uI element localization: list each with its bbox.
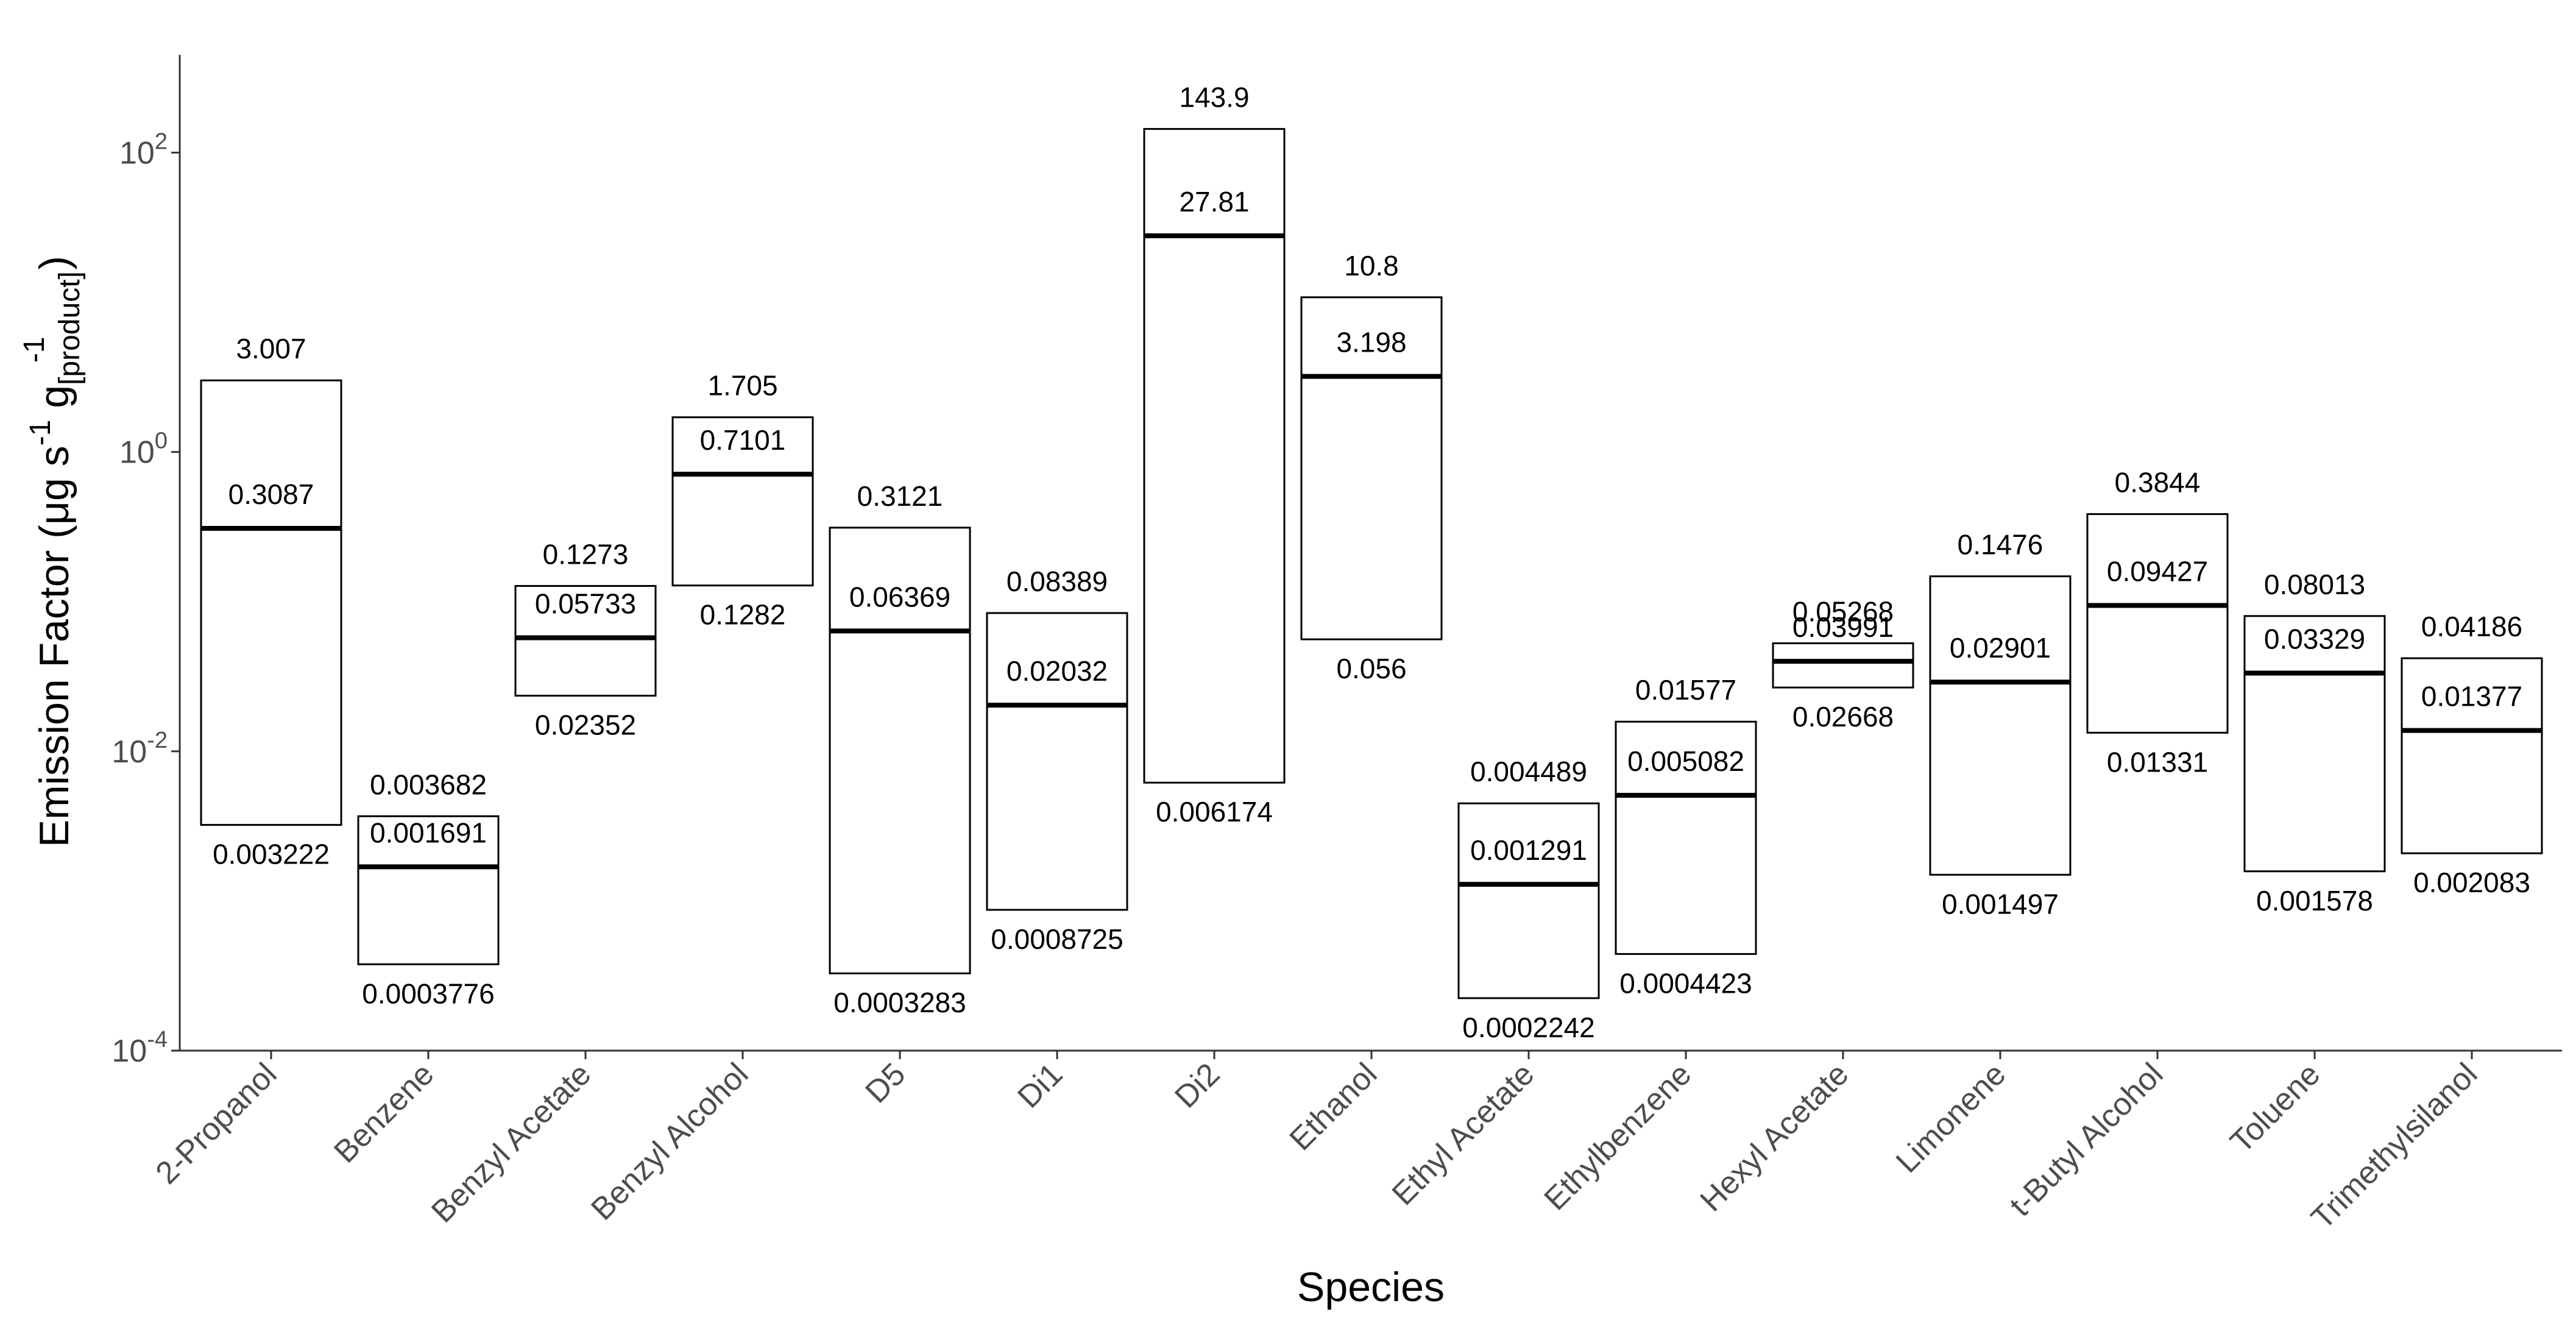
range-box-di1[interactable] [986,612,1128,911]
median-label-trimethylsilanol: 0.01377 [2421,681,2522,712]
median-label-benzyl-acetate: 0.05733 [535,588,636,620]
max-label-toluene: 0.08013 [2264,569,2365,600]
x-tick-label-trimethylsilanol: Trimethylsilanol [2304,1056,2484,1236]
y-title-unit2: g [31,385,77,420]
max-label-benzyl-alcohol: 1.705 [707,370,777,402]
min-label-ethyl-acetate: 0.0002242 [1462,1012,1594,1043]
y-tick-exponent: -2 [147,728,168,753]
min-label-2-propanol: 0.003222 [213,839,330,870]
y-title-mu: μ [31,501,77,525]
x-tick-label-2-propanol: 2-Propanol [149,1056,284,1191]
range-box-benzyl-acetate[interactable] [514,584,657,697]
range-box-t-butyl-alcohol[interactable] [2086,513,2229,734]
y-tick-label: 10-4 [111,1027,168,1069]
range-box-di2[interactable] [1143,128,1286,784]
max-label-ethyl-acetate: 0.004489 [1470,756,1587,787]
median-label-ethylbenzene: 0.005082 [1627,745,1744,777]
median-label-2-propanol: 0.3087 [228,478,314,510]
max-label-ethylbenzene: 0.01577 [1635,674,1736,706]
range-box-toluene[interactable] [2243,615,2386,873]
y-tick-exponent: 2 [155,129,168,154]
x-tick-label-toluene: Toluene [2224,1056,2327,1160]
min-label-d5: 0.0003283 [833,987,966,1018]
y-title-exp2: -1 [18,336,51,363]
x-tick-label-di1: Di1 [1011,1056,1069,1115]
median-label-benzene: 0.001691 [370,817,487,848]
max-label-benzyl-acetate: 0.1273 [543,538,629,570]
x-tick-label-t-butyl-alcohol: t-Butyl Alcohol [2003,1056,2170,1223]
y-tick-label: 100 [119,428,168,470]
range-box-ethylbenzene[interactable] [1615,720,1757,955]
max-label-d5: 0.3121 [857,480,943,512]
min-label-trimethylsilanol: 0.002083 [2413,867,2530,898]
x-tick-label-ethyl-acetate: Ethyl Acetate [1385,1056,1541,1212]
max-label-di1: 0.08389 [1007,566,1108,597]
x-tick-label-ethylbenzene: Ethylbenzene [1538,1056,1699,1217]
median-label-hexyl-acetate: 0.03991 [1792,611,1894,643]
y-tick-base: 10 [119,135,155,171]
max-label-limonene: 0.1476 [1958,529,2043,561]
min-label-t-butyl-alcohol: 0.01331 [2107,746,2208,778]
max-label-trimethylsilanol: 0.04186 [2421,611,2522,642]
range-box-hexyl-acetate[interactable] [1772,642,1914,689]
x-tick-label-di2: Di2 [1168,1056,1226,1115]
median-label-di1: 0.02032 [1007,655,1108,687]
y-title-exp1: -1 [24,420,57,446]
max-label-hexyl-acetate: 0.05268 [1792,596,1894,628]
range-box-trimethylsilanol[interactable] [2401,657,2543,854]
x-tick-label-d5: D5 [858,1056,912,1110]
range-box-d5[interactable] [829,527,971,974]
y-tick-base: 10 [119,435,155,470]
median-label-t-butyl-alcohol: 0.09427 [2107,556,2208,587]
range-box-benzyl-alcohol[interactable] [671,416,814,587]
min-label-hexyl-acetate: 0.02668 [1792,701,1894,733]
max-label-ethanol: 10.8 [1344,250,1399,282]
min-label-toluene: 0.001578 [2256,885,2373,917]
range-box-limonene[interactable] [1929,575,2072,876]
x-tick-label-benzene: Benzene [327,1056,441,1169]
y-tick-base: 10 [111,1034,147,1069]
y-axis-title: Emission Factor (μg s-1 g[product]-1) [18,256,86,847]
y-tick-label: 10-2 [111,728,168,770]
y-tick-exponent: 0 [155,428,168,454]
range-box-ethyl-acetate[interactable] [1457,802,1600,999]
min-label-di2: 0.006174 [1156,796,1273,828]
median-label-benzyl-alcohol: 0.7101 [700,424,786,456]
y-title-close: ) [31,256,77,270]
max-label-di2: 143.9 [1179,82,1249,113]
min-label-benzyl-acetate: 0.02352 [535,709,636,741]
median-label-ethanol: 3.198 [1336,327,1406,358]
x-axis-title: Species [1297,1264,1445,1310]
max-label-benzene: 0.003682 [370,768,487,800]
min-label-benzyl-alcohol: 0.1282 [700,599,786,631]
y-title-subscript: [product] [54,271,86,385]
x-tick-label-benzyl-acetate: Benzyl Acetate [425,1056,598,1229]
median-label-di2: 27.81 [1179,186,1249,218]
y-tick-label: 102 [119,129,168,171]
min-label-benzene: 0.0003776 [362,978,494,1009]
x-tick-label-benzyl-alcohol: Benzyl Alcohol [584,1056,755,1227]
median-label-d5: 0.06369 [849,581,950,612]
y-tick-exponent: -4 [147,1027,168,1052]
min-label-ethylbenzene: 0.0004423 [1619,967,1752,999]
y-title-main: Emission Factor ( [31,525,77,847]
min-label-limonene: 0.001497 [1942,888,2059,920]
median-label-limonene: 0.02901 [1950,632,2051,664]
x-tick-label-hexyl-acetate: Hexyl Acetate [1694,1056,1856,1218]
y-tick-base: 10 [111,734,147,770]
max-label-2-propanol: 3.007 [236,333,306,364]
range-box-2-propanol[interactable] [200,379,342,826]
range-box-ethanol[interactable] [1300,296,1443,640]
median-label-toluene: 0.03329 [2264,623,2365,655]
max-label-t-butyl-alcohol: 0.3844 [2115,467,2201,499]
x-tick-label-ethanol: Ethanol [1283,1056,1384,1157]
median-label-ethyl-acetate: 0.001291 [1470,834,1587,866]
min-label-di1: 0.0008725 [991,923,1123,955]
min-label-ethanol: 0.056 [1336,653,1406,684]
x-tick-label-limonene: Limonene [1889,1056,2013,1180]
range-box-benzene[interactable] [357,815,500,965]
y-title-unit1: g s [31,445,77,501]
